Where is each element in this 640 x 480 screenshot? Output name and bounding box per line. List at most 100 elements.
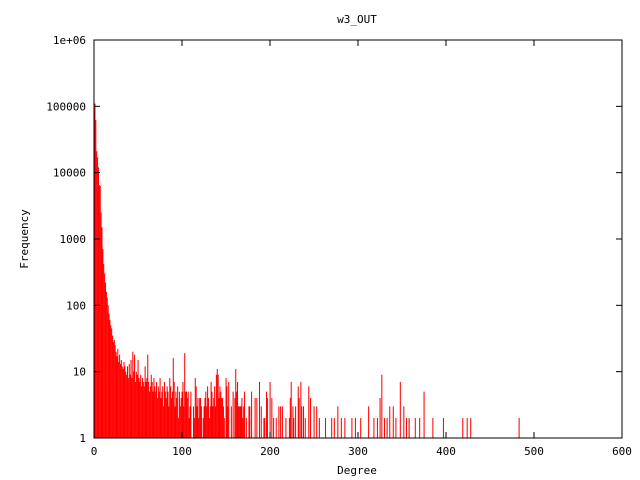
bar	[132, 351, 134, 438]
bar	[103, 263, 105, 438]
bar	[354, 418, 356, 438]
bar	[193, 406, 195, 438]
bar	[207, 398, 209, 438]
bar	[298, 398, 300, 438]
bar	[259, 381, 261, 438]
bar	[98, 185, 100, 438]
x-tick-label: 200	[260, 445, 280, 458]
bar	[161, 391, 163, 438]
bar	[212, 406, 214, 438]
bar	[198, 418, 200, 438]
bar	[142, 381, 144, 438]
bar	[278, 406, 280, 438]
bar	[179, 406, 181, 438]
bar	[235, 368, 237, 438]
bar	[151, 381, 153, 438]
x-tick-label: 300	[348, 445, 368, 458]
bar	[285, 418, 287, 438]
bar	[190, 391, 192, 438]
bar	[123, 361, 125, 438]
y-tick-label: 1e+06	[53, 34, 86, 47]
bar	[180, 398, 182, 438]
bar	[162, 386, 164, 438]
bar	[156, 398, 158, 438]
bar	[168, 406, 170, 438]
bar	[222, 398, 224, 438]
bar	[300, 381, 302, 438]
bar	[207, 386, 209, 438]
bar	[113, 340, 115, 438]
bar	[154, 386, 156, 438]
x-tick-label: 0	[91, 445, 98, 458]
bar	[213, 398, 215, 438]
bar	[423, 391, 425, 438]
bar	[292, 406, 294, 438]
bar	[395, 418, 397, 438]
bar	[177, 386, 179, 438]
bar	[127, 378, 129, 438]
bar	[223, 418, 225, 438]
chart-title: w3_OUT	[337, 13, 377, 26]
bar	[209, 406, 211, 438]
bar	[181, 391, 183, 438]
bar	[110, 325, 112, 438]
bar	[289, 398, 291, 438]
bar	[125, 371, 127, 438]
bar	[260, 406, 262, 438]
bar	[399, 381, 401, 438]
bar	[150, 374, 152, 438]
bar	[174, 406, 176, 438]
bar	[376, 418, 378, 438]
bar	[175, 391, 177, 438]
bar	[159, 378, 161, 438]
bar	[185, 391, 187, 438]
x-tick-label: 400	[436, 445, 456, 458]
bar	[318, 418, 320, 438]
bar	[122, 368, 124, 438]
bar	[360, 418, 362, 438]
bar	[275, 418, 277, 438]
bar	[228, 381, 230, 438]
plot-border	[93, 39, 623, 439]
bar	[178, 418, 180, 438]
bar	[109, 320, 111, 438]
bar	[99, 185, 101, 438]
bar	[200, 406, 202, 438]
bar	[470, 418, 472, 438]
bar	[243, 406, 245, 438]
y-tick-label: 10000	[53, 167, 86, 180]
bar	[304, 418, 306, 438]
bar	[419, 418, 421, 438]
bar	[158, 391, 160, 438]
bar	[383, 418, 385, 438]
bar	[221, 398, 223, 438]
bar	[108, 313, 110, 438]
bar	[240, 406, 242, 438]
bar	[290, 381, 292, 438]
y-tick-label: 100000	[46, 100, 86, 113]
bar	[182, 381, 184, 438]
bar	[127, 366, 129, 438]
bar	[313, 406, 315, 438]
y-tick-label: 100	[66, 299, 86, 312]
bar	[280, 406, 282, 438]
bar	[134, 381, 136, 438]
bar	[145, 381, 147, 438]
bar	[230, 406, 232, 438]
bar	[271, 398, 273, 438]
bar	[331, 418, 333, 438]
bars	[94, 103, 520, 439]
bar	[189, 406, 191, 438]
bar	[188, 418, 190, 438]
bar	[340, 418, 342, 438]
bar	[205, 391, 207, 438]
bar	[95, 120, 97, 439]
bar	[217, 374, 219, 438]
bar	[94, 103, 96, 438]
bar	[211, 391, 213, 438]
bar	[187, 391, 189, 438]
bar	[102, 249, 104, 438]
bar	[107, 305, 109, 438]
bar	[163, 381, 165, 438]
